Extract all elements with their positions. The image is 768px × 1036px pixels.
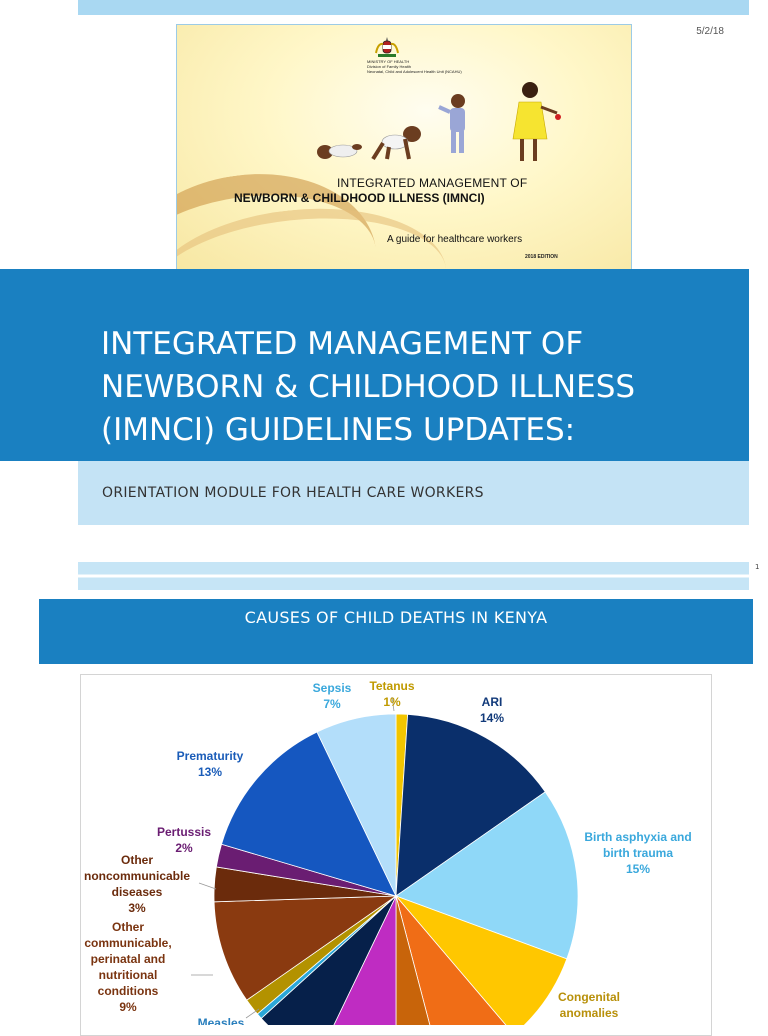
pie-slice-birth-asphyxia-and-birth-trauma [395, 791, 579, 960]
coat-of-arms-icon [375, 37, 399, 57]
chart-frame: Tetanus 1% ARI 14% Birth asphyxia and birth t… [80, 674, 712, 1036]
pie-chart: Tetanus 1% ARI 14% Birth asphyxia and birth t… [84, 679, 692, 1036]
slice-label-birth-asphyxia-and-birth-trauma: Birth asphyxia and birth trauma 15% [584, 830, 691, 876]
slide1-top-bar [78, 0, 749, 15]
slice-label-congenital-anomalies: Congenital anomalies [558, 990, 620, 1020]
ministry-line: Division of Family Health [367, 64, 412, 69]
pie-slice-ari [395, 713, 546, 897]
slide1-title-banner: INTEGRATED MANAGEMENT OF NEWBORN & CHILD… [0, 269, 749, 461]
slice-label-prematurity: Prematurity 13% [177, 749, 244, 779]
slide1-title: INTEGRATED MANAGEMENT OF NEWBORN & CHILD… [101, 326, 636, 448]
page-number: 1 [755, 563, 760, 571]
slide-date: 5/2/18 [696, 26, 724, 37]
cover-title-line2: NEWBORN & CHILDHOOD ILLNESS (IMNCI) [234, 191, 485, 205]
leader-line [198, 882, 217, 890]
ministry-line: MINISTRY OF HEALTH [367, 59, 410, 64]
slide2-top-bar [78, 562, 749, 590]
slice-label-pertussis: Pertussis 2% [157, 825, 211, 855]
cover-guide-text: A guide for healthcare workers [387, 234, 523, 245]
ministry-text: MINISTRY OF HEALTH Division of Family He… [367, 59, 462, 74]
slice-label-other-noncommunicable-diseases: Other noncommunicable diseases 3% [84, 853, 190, 915]
children-illustration [317, 82, 561, 161]
cover-edition-text: 2018 EDITION [525, 254, 558, 260]
slice-label-sepsis: Sepsis 7% [313, 681, 352, 711]
leader-line [391, 696, 395, 712]
pie-slice-sepsis [316, 713, 397, 897]
slice-label-tetanus: Tetanus 1% [369, 679, 414, 709]
pie-slice-hiv-aids [395, 895, 434, 1036]
cover-image: MINISTRY OF HEALTH Division of Family He… [176, 24, 632, 271]
cover-title-line1: INTEGRATED MANAGEMENT OF [337, 176, 528, 190]
slide2-header-banner: CAUSES OF CHILD DEATHS IN KENYA [39, 599, 753, 664]
pie-slice-other-communicable-perinatal-and-nutritional-conditions [213, 895, 398, 1001]
slide1-subtitle-banner: ORIENTATION MODULE FOR HEALTH CARE WORKE… [78, 461, 749, 525]
leader-line [245, 1008, 260, 1019]
slice-label-other-communicable-perinatal-and-nutritional-conditions: Other communicable, perinatal and nutrition… [84, 920, 171, 1014]
chart-title: CAUSES OF CHILD DEATHS IN KENYA [244, 608, 548, 627]
slide1-subtitle: ORIENTATION MODULE FOR HEALTH CARE WORKE… [102, 485, 484, 501]
pie-slice-prematurity [221, 731, 397, 897]
pie-slice-malaria [328, 895, 397, 1036]
slice-label-ari: ARI 14% [480, 695, 504, 725]
ministry-line: Neonatal, Child and Adolescent Health Un… [367, 69, 462, 74]
